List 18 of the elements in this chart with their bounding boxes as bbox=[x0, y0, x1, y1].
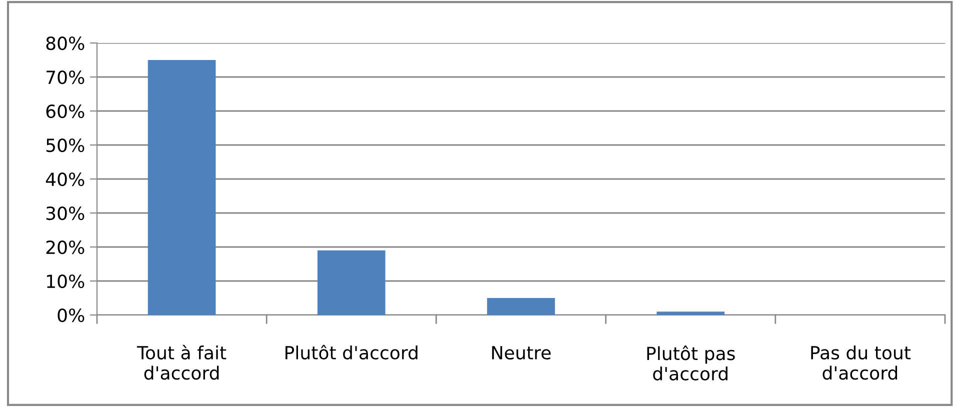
y-tick-label: 40% bbox=[46, 172, 84, 186]
x-tick-label: Pas du tout d'accord bbox=[811, 346, 911, 380]
x-tick-label: Neutre bbox=[492, 346, 551, 360]
y-tick-label: 70% bbox=[46, 70, 84, 84]
y-tick-label: 50% bbox=[46, 138, 84, 152]
x-tick-label: Tout à fait d'accord bbox=[136, 344, 226, 380]
y-tick-label: 20% bbox=[46, 240, 84, 254]
y-tick-label: 30% bbox=[46, 206, 84, 220]
y-tick-label: 10% bbox=[47, 274, 84, 288]
x-tick-label: Plutôt pas d'accord bbox=[647, 346, 735, 380]
y-tick-label: 60% bbox=[46, 104, 84, 118]
y-tick-label: 0% bbox=[58, 308, 84, 322]
y-tick-label: 80% bbox=[46, 36, 84, 50]
bar bbox=[317, 250, 386, 315]
bar bbox=[487, 298, 555, 315]
x-tick-label: Plutôt d'accord bbox=[286, 344, 418, 360]
bar bbox=[656, 312, 725, 315]
bar bbox=[148, 60, 216, 315]
